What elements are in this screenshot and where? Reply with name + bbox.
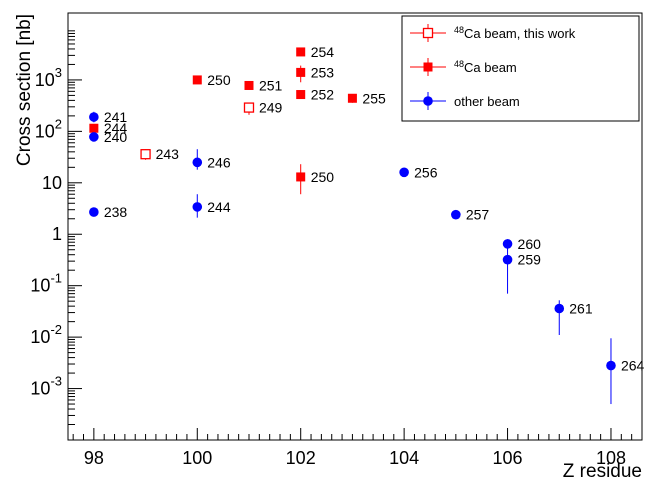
plot-frame — [67, 12, 643, 441]
x-tick-label: 98 — [84, 448, 104, 468]
data-point-circle — [192, 202, 203, 212]
x-tick-label: 108 — [596, 448, 626, 468]
data-label: 264 — [621, 358, 645, 374]
data-label: 255 — [362, 90, 386, 106]
y-tick-label: 10-2 — [30, 322, 62, 347]
x-tick-label: 100 — [182, 448, 212, 468]
data-point-square — [89, 123, 99, 133]
data-label: 251 — [259, 77, 283, 93]
x-tick-label: 106 — [493, 448, 523, 468]
y-tick-label: 10-1 — [30, 271, 62, 296]
legend-label: 48Ca beam — [454, 59, 517, 75]
y-tick-label: 1 — [52, 224, 62, 244]
data-point-circle — [451, 209, 461, 220]
data-label: 261 — [569, 301, 593, 317]
data-label: 244 — [207, 199, 231, 215]
data-point-square — [296, 172, 306, 182]
legend-marker-square — [423, 62, 433, 72]
data-point-circle — [606, 360, 616, 371]
x-tick-label: 104 — [389, 448, 419, 468]
legend: 48Ca beam, this work 48Ca beam other beam — [401, 15, 640, 122]
y-axis-title: Cross section [nb] — [14, 14, 35, 166]
data-label: 238 — [104, 204, 128, 220]
data-point-circle — [89, 207, 99, 217]
data-point-square — [296, 67, 306, 77]
x-tick-label: 102 — [286, 448, 316, 468]
data-point-square — [347, 93, 357, 103]
x-axis-title: Z residue — [563, 461, 642, 482]
data-point-circle — [399, 167, 409, 178]
data-label: 254 — [311, 44, 335, 60]
data-label: 256 — [414, 164, 438, 180]
point-labels: 243 249 244 250 251 254 253 252 250 255 241 240 238 2… — [104, 44, 645, 374]
data-label: 260 — [518, 236, 542, 252]
data-label: 259 — [518, 252, 542, 268]
y-tick-label: 102 — [35, 116, 62, 141]
data-point-circle — [89, 132, 99, 142]
axes: 98 100 102 104 106 108 10-3 10-2 10-1 1 10 102 103 — [30, 12, 643, 468]
legend-marker-circle — [423, 96, 433, 106]
data-label: 243 — [156, 146, 180, 162]
data-point-square — [296, 47, 306, 57]
data-label: 253 — [311, 64, 335, 80]
data-label: 240 — [104, 129, 128, 145]
data-marks — [89, 47, 616, 405]
legend-label: other beam — [454, 94, 520, 109]
data-point-circle — [89, 112, 99, 122]
data-label: 244 — [104, 120, 128, 136]
y-tick-label: 103 — [35, 65, 62, 90]
data-point-circle — [502, 254, 513, 265]
data-point-square — [296, 90, 306, 100]
y-tick-label: 10-3 — [30, 374, 62, 399]
data-label: 241 — [104, 109, 128, 125]
data-label: 250 — [207, 72, 231, 88]
y-tick-label: 10 — [42, 173, 62, 193]
legend-label: 48Ca beam, this work — [454, 25, 576, 41]
data-point-circle — [502, 239, 513, 249]
data-label: 246 — [207, 154, 231, 170]
data-label: 249 — [259, 100, 283, 116]
data-label: 250 — [311, 169, 335, 185]
data-point-circle — [192, 157, 203, 168]
data-point-open-square — [140, 149, 151, 160]
data-point-open-square — [243, 102, 255, 113]
data-point-square — [192, 75, 202, 85]
legend-marker-open-square — [422, 27, 434, 39]
data-point-circle — [554, 303, 565, 314]
data-point-square — [244, 80, 254, 90]
data-label: 257 — [466, 207, 490, 223]
data-label: 252 — [311, 87, 335, 103]
